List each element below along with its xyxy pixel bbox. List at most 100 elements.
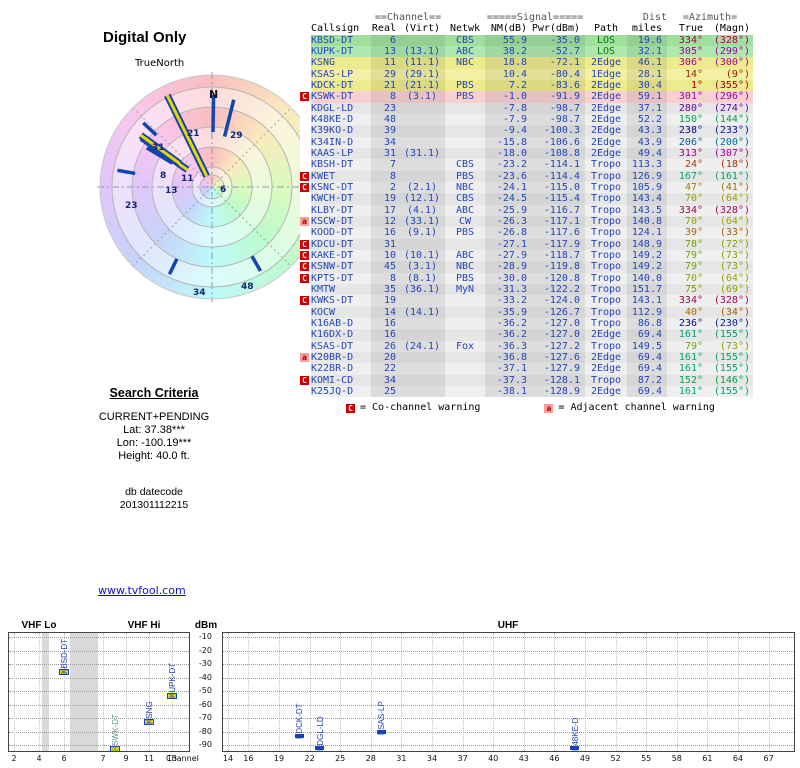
callsign-link[interactable]: K22BR-D	[311, 363, 354, 375]
callsign-link[interactable]: KBSH-DT	[311, 159, 354, 171]
callsign-link[interactable]: K25JQ-D	[311, 385, 354, 397]
callsign-link[interactable]: KAKE-DT	[311, 249, 354, 261]
radar-line-KDCK-DT	[211, 94, 216, 133]
x-tick-label: 55	[641, 754, 652, 763]
co-channel-warning-icon: C	[300, 262, 309, 272]
adjacent-channel-warning-icon: a	[300, 352, 309, 362]
azimuth-magn-cell: (69°)	[719, 283, 750, 295]
callsign-link[interactable]: KSNG	[311, 57, 336, 69]
table-row: K25JQ-D 25 -38.1 -128.9 2Edge 69.4 161° …	[300, 385, 753, 398]
channel-real-cell: 26	[371, 340, 399, 352]
callsign-link[interactable]: KOCW	[311, 306, 336, 318]
tvfool-link[interactable]: www.tvfool.com	[98, 584, 186, 597]
nm-db-cell: -35.9	[485, 306, 531, 318]
distance-cell: 140.0	[627, 272, 667, 284]
table-row: K22BR-D 22 -37.1 -127.9 2Edge 69.4 161° …	[300, 363, 753, 375]
callsign-link[interactable]: KSAS-DT	[311, 340, 354, 352]
table-row: C KWET 8 PBS -23.6 -114.4 Tropo 126.9 16…	[300, 170, 753, 182]
distance-cell: 43.3	[627, 125, 667, 137]
distance-cell: 143.4	[627, 193, 667, 205]
distance-cell: 69.4	[627, 329, 667, 341]
path-cell: 1Edge	[590, 68, 622, 80]
h-gridline	[223, 650, 794, 652]
callsign-link[interactable]: KWKS-DT	[311, 295, 354, 307]
power-dbm-cell: -127.6	[531, 351, 585, 364]
channel-axis-title: Channel	[166, 754, 199, 763]
callsign-link[interactable]: KSCW-DT	[311, 215, 354, 227]
v-gridline	[615, 633, 617, 751]
distance-cell: 69.4	[627, 363, 667, 375]
warning-marker-cell: C	[300, 249, 311, 262]
table-row: KAAS-LP 31 (31.1) -18.0 -108.8 2Edge 49.…	[300, 147, 753, 160]
col-pwr: Pwr(dBm)	[531, 23, 580, 35]
callsign-link[interactable]: K16AB-D	[311, 317, 354, 329]
callsign-link[interactable]: KWET	[311, 170, 336, 182]
vhf-hi-label: VHF Hi	[127, 620, 161, 631]
callsign-link[interactable]: K34IN-D	[311, 136, 354, 148]
network-cell	[445, 148, 485, 159]
callsign-link[interactable]: KSNC-DT	[311, 181, 354, 193]
nm-db-cell: -30.0	[485, 272, 531, 284]
network-cell	[445, 307, 485, 318]
callsign-link[interactable]: KSWK-DT	[311, 91, 354, 103]
azimuth-true-cell: 75°	[684, 283, 703, 295]
x-tick-label: 2	[11, 754, 17, 763]
callsign-link[interactable]: KWCH-DT	[311, 193, 354, 205]
azimuth-true-cell: 334°	[678, 295, 703, 307]
callsign-link[interactable]: K48KE-D	[311, 113, 354, 125]
callsign-link[interactable]: K20BR-D	[311, 351, 354, 363]
distance-cell: 87.2	[627, 374, 667, 386]
power-dbm-cell: -114.1	[531, 159, 585, 171]
table-row: KBSD-DT 6 CBS 55.9 -35.0 LOS 19.6 334° (…	[300, 34, 753, 46]
table-row: K48KE-D 48 -7.9 -98.7 2Edge 52.2 150° (1…	[300, 113, 753, 126]
table-row: KOCW 14 (14.1) -35.9 -126.7 Tropo 112.9 …	[300, 306, 753, 318]
callsign-link[interactable]: KAAS-LP	[311, 147, 354, 159]
callsign-link[interactable]: KOMI-CD	[311, 374, 354, 386]
adjacent-channel-legend-icon: a	[544, 403, 554, 413]
azimuth-true-cell: 40°	[684, 306, 703, 318]
x-tick-label: 64	[732, 754, 744, 763]
x-tick-label: 9	[123, 754, 129, 763]
x-tick-label: 40	[488, 754, 499, 763]
callsign-link[interactable]: KBSD-DT	[311, 34, 354, 46]
v-gridline	[432, 633, 433, 751]
table-row: KDGL-LD 23 -7.8 -98.7 2Edge 37.1 280° (2…	[300, 102, 753, 114]
station-label-text: KDCK-DT	[295, 703, 305, 740]
channel-virt-cell	[399, 363, 445, 375]
azimuth-true-cell: 70°	[684, 215, 703, 227]
col-true: True	[678, 23, 703, 35]
co-channel-warning-icon: C	[300, 239, 309, 249]
azimuth-group-header: =Azimuth=	[682, 12, 738, 23]
callsign-link[interactable]: KLBY-DT	[311, 204, 354, 216]
y-tick-label: -50	[198, 686, 212, 695]
callsign-link[interactable]: KDGL-LD	[311, 102, 354, 114]
callsign-link[interactable]: KPTS-DT	[311, 272, 354, 284]
callsign-link[interactable]: K16DX-D	[311, 329, 354, 341]
path-cell: Tropo	[590, 340, 622, 352]
callsign-link[interactable]: KMTW	[311, 283, 336, 295]
azimuth-magn-cell: (41°)	[719, 181, 750, 193]
azimuth-true-cell: 236°	[678, 317, 703, 329]
callsign-link[interactable]: KSNW-DT	[311, 261, 354, 273]
table-row: KSNG 11 (11.1) NBC 18.8 -72.1 2Edge 46.1…	[300, 57, 753, 69]
callsign-link[interactable]: KSAS-LP	[311, 68, 354, 80]
distance-cell: 148.9	[627, 238, 667, 250]
callsign-link[interactable]: KDCK-DT	[311, 79, 354, 91]
callsign-link[interactable]: KOOD-DT	[311, 227, 354, 239]
path-cell: LOS	[596, 34, 616, 46]
azimuth-magn-cell: (73°)	[719, 249, 750, 261]
power-dbm-cell: -116.7	[531, 204, 585, 216]
page-title: Digital Only	[103, 29, 187, 46]
callsign-link[interactable]: K39KO-D	[311, 125, 354, 137]
callsign-link[interactable]: KUPK-DT	[311, 45, 354, 57]
power-dbm-cell: -91.9	[531, 91, 585, 103]
callsign-link[interactable]: KDCU-DT	[311, 238, 354, 250]
radar-channel-label-13: 13	[165, 186, 178, 196]
x-tick-label: 28	[365, 754, 376, 763]
channel-real-cell: 16	[371, 227, 399, 239]
azimuth-magn-cell: (155°)	[713, 385, 750, 397]
power-dbm-cell: -72.1	[531, 57, 585, 69]
station-label-text: KSWK-DT	[110, 713, 120, 751]
distance-cell: 28.1	[627, 68, 667, 80]
channel-virt-cell	[399, 295, 445, 307]
